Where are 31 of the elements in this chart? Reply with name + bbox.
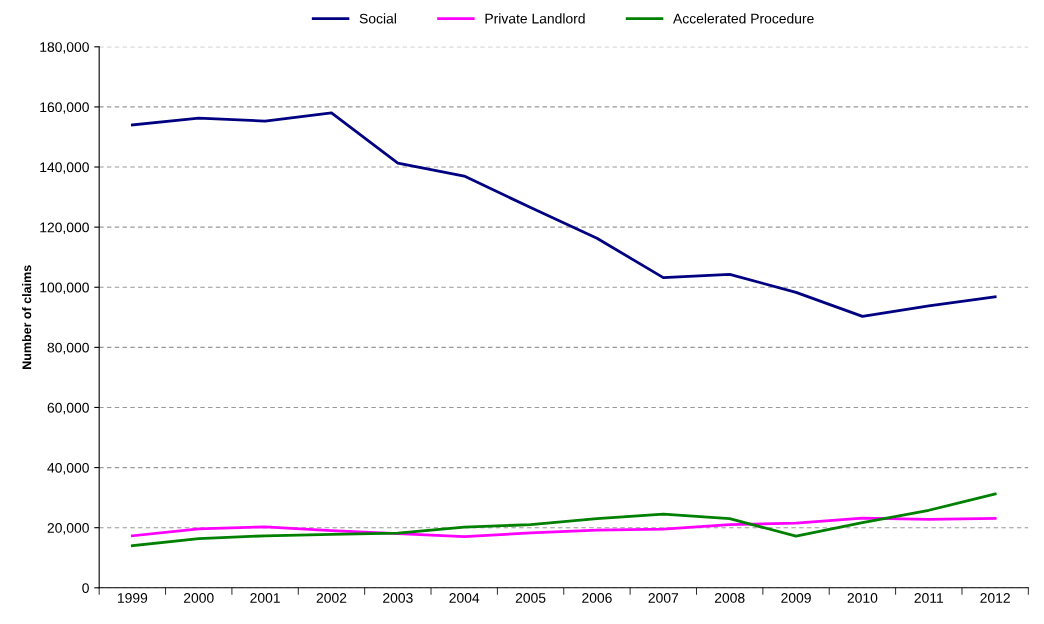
x-tick-label: 2002 xyxy=(316,593,347,603)
legend-label: Social xyxy=(359,13,396,24)
x-tick-label: 2008 xyxy=(714,593,745,603)
y-tick-label: 20,000 xyxy=(47,523,89,535)
y-tick-label: 120,000 xyxy=(40,222,89,234)
x-tick-label: 2007 xyxy=(648,593,679,603)
y-tick-label: 60,000 xyxy=(47,402,89,415)
legend-label: Private Landlord xyxy=(485,13,585,24)
y-axis-title: Number of claims xyxy=(22,265,32,369)
y-tick-label: 100,000 xyxy=(40,282,89,295)
y-tick-label: 140,000 xyxy=(40,162,89,174)
x-tick-label: 2009 xyxy=(781,593,811,603)
line-series xyxy=(130,492,997,548)
x-tick-label: 2006 xyxy=(582,593,612,603)
y-tick-label: 40,000 xyxy=(47,462,89,475)
legend-label: Accelerated Procedure xyxy=(673,13,814,24)
line-series xyxy=(130,111,997,318)
x-tick-label: 2004 xyxy=(449,593,480,603)
x-tick-label: 2000 xyxy=(183,593,214,603)
line-series xyxy=(130,516,997,539)
y-tick-label: 80,000 xyxy=(47,342,89,355)
x-tick-label: 2012 xyxy=(980,593,1010,603)
x-tick-label: 2001 xyxy=(250,593,280,603)
y-tick-label: 0 xyxy=(82,583,89,593)
x-tick-label: 1999 xyxy=(117,593,148,603)
x-tick-label: 2010 xyxy=(847,593,878,603)
x-tick-label: 2003 xyxy=(383,593,413,603)
y-tick-label: 160,000 xyxy=(40,102,89,114)
y-tick-label: 180,000 xyxy=(40,42,89,54)
x-tick-label: 2011 xyxy=(914,593,944,603)
x-tick-label: 2005 xyxy=(515,593,546,603)
